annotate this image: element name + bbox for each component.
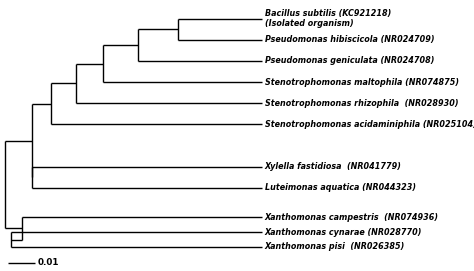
Text: Xanthomonas pisi  (NR026385): Xanthomonas pisi (NR026385) <box>264 243 405 251</box>
Text: (Isolated organism): (Isolated organism) <box>264 20 353 28</box>
Text: Stenotrophomonas acidaminiphila (NR025104): Stenotrophomonas acidaminiphila (NR02510… <box>264 120 474 129</box>
Text: 0.01: 0.01 <box>38 258 59 267</box>
Text: Xanthomonas campestris  (NR074936): Xanthomonas campestris (NR074936) <box>264 213 438 222</box>
Text: Bacillus subtilis (KC921218): Bacillus subtilis (KC921218) <box>264 9 391 18</box>
Text: Xylella fastidiosa  (NR041779): Xylella fastidiosa (NR041779) <box>264 162 401 171</box>
Text: Stenotrophomonas maltophila (NR074875): Stenotrophomonas maltophila (NR074875) <box>264 78 459 86</box>
Text: Luteimonas aquatica (NR044323): Luteimonas aquatica (NR044323) <box>264 183 416 192</box>
Text: Xanthomonas cynarae (NR028770): Xanthomonas cynarae (NR028770) <box>264 228 422 237</box>
Text: Pseudomonas geniculata (NR024708): Pseudomonas geniculata (NR024708) <box>264 56 434 65</box>
Text: Pseudomonas hibiscicola (NR024709): Pseudomonas hibiscicola (NR024709) <box>264 35 434 44</box>
Text: Stenotrophomonas rhizophila  (NR028930): Stenotrophomonas rhizophila (NR028930) <box>264 99 458 108</box>
